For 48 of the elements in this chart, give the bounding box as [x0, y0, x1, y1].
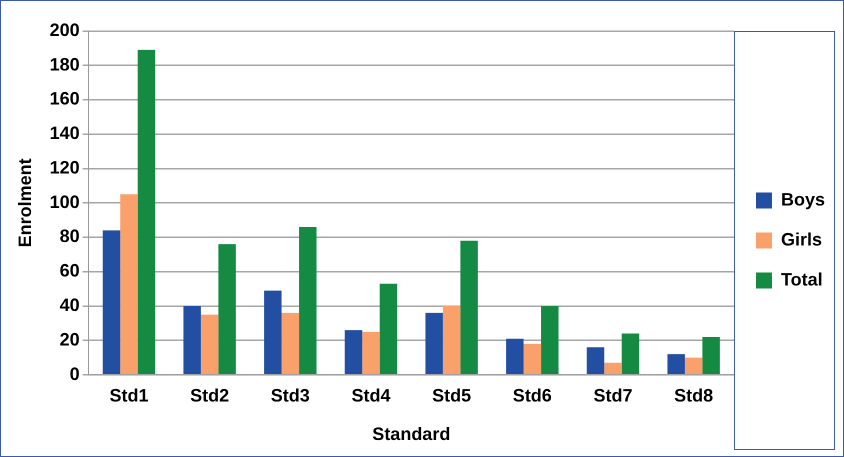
y-tick-label: 20: [60, 329, 80, 350]
bar: [344, 330, 362, 374]
bar: [541, 306, 559, 374]
x-tick-label: Std1: [109, 386, 148, 406]
bar: [102, 230, 120, 374]
bar: [667, 354, 685, 374]
x-tick-label: Std8: [674, 386, 714, 406]
bar: [604, 362, 622, 374]
bar: [299, 226, 317, 374]
x-axis-title: Standard: [372, 424, 450, 444]
bar: [460, 240, 478, 374]
x-tick-label: Std2: [190, 386, 230, 406]
bar: [282, 312, 300, 374]
y-tick-label: 100: [50, 192, 80, 212]
bar: [200, 314, 218, 374]
y-axis-title: Enrolment: [14, 158, 35, 248]
legend-label: Boys: [780, 189, 825, 210]
x-tick-label: Std6: [512, 386, 552, 406]
bar: [442, 306, 460, 374]
bar: [425, 312, 443, 374]
bar: [622, 334, 640, 374]
y-tick-label: 0: [70, 364, 80, 384]
x-tick-label: Std7: [593, 386, 632, 406]
bar: [183, 306, 201, 374]
y-tick-label: 160: [50, 88, 80, 109]
bar: [684, 358, 702, 374]
y-tick-label: 60: [60, 260, 80, 281]
bar: [138, 50, 156, 374]
bar: [362, 332, 380, 374]
legend-label: Total: [780, 269, 823, 290]
y-tick-label: 80: [60, 226, 80, 246]
bar: [120, 194, 138, 374]
y-tick-label: 200: [50, 20, 80, 40]
y-tick-label: 40: [60, 295, 80, 316]
x-tick-label: Std5: [432, 386, 472, 406]
y-tick-label: 180: [50, 54, 80, 74]
bar: [218, 244, 236, 374]
bar: [380, 284, 398, 374]
bar: [524, 344, 542, 374]
x-tick-label: Std4: [351, 386, 390, 406]
y-tick-label: 120: [50, 157, 80, 178]
bar: [586, 347, 604, 374]
x-tick-label: Std3: [270, 386, 310, 406]
y-tick-label: 140: [50, 123, 80, 144]
bar: [264, 290, 282, 374]
bar: [702, 336, 720, 374]
legend-label: Girls: [780, 229, 822, 250]
bar: [506, 338, 524, 374]
